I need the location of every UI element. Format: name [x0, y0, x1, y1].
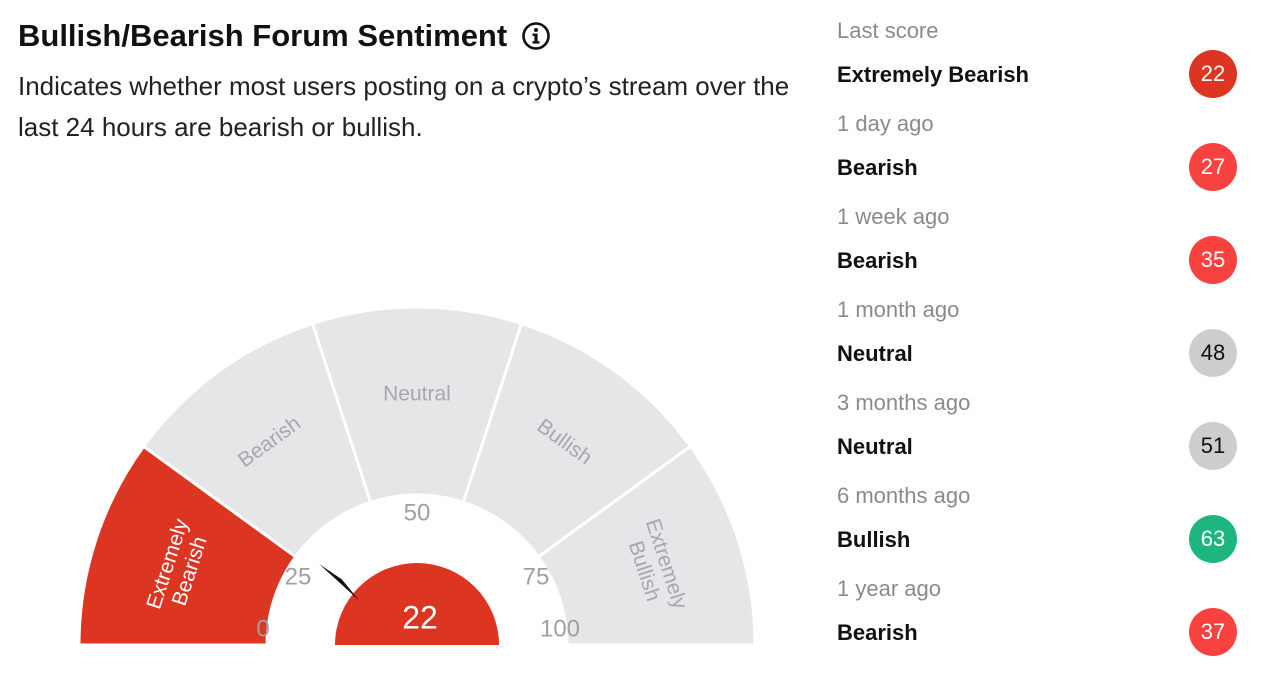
- history-period: 1 week ago: [837, 204, 950, 229]
- gauge-tick-label: 0: [256, 615, 269, 642]
- gauge-zone-extremely-bullish: [536, 444, 757, 647]
- history-period: 1 day ago: [837, 111, 934, 136]
- history-period: 6 months ago: [837, 483, 971, 508]
- gauge-score-dial: [335, 563, 499, 645]
- page-subtitle: Indicates whether most users posting on …: [18, 71, 790, 142]
- history-sentiment-label: Bearish: [837, 248, 918, 273]
- history-score-badge: 35: [1189, 236, 1237, 284]
- gauge-tick-label: 75: [523, 563, 550, 590]
- history-period: Last score: [837, 18, 939, 43]
- history-score-badge: 37: [1189, 608, 1237, 656]
- gauge-tick-label: 50: [404, 499, 431, 526]
- gauge-tick-label: 25: [285, 563, 312, 590]
- gauge-zone-label: Neutral: [383, 383, 451, 406]
- history-period: 1 year ago: [837, 576, 941, 601]
- history-score-badge: 63: [1189, 515, 1237, 563]
- history-sentiment-label: Neutral: [837, 341, 913, 366]
- gauge-needle-pointer: [319, 564, 360, 601]
- info-icon[interactable]: [521, 21, 551, 51]
- title-text: Bullish/Bearish Forum Sentiment: [18, 18, 508, 53]
- history-score-badge: 51: [1189, 422, 1237, 470]
- page-title: Bullish/Bearish Forum Sentiment: [18, 18, 551, 54]
- history-sentiment-label: Extremely Bearish: [837, 62, 1029, 87]
- gauge-score-value: 22: [402, 599, 438, 635]
- history-sentiment-label: Bearish: [837, 155, 918, 180]
- history-sentiment-label: Bullish: [837, 527, 911, 552]
- history-score-badge: 27: [1189, 143, 1237, 191]
- gauge-tick-label: 100: [540, 615, 580, 642]
- sentiment-gauge: ExtremelyBearishBearishNeutralBullishExt…: [77, 305, 757, 647]
- history-score-badge: 22: [1189, 50, 1237, 98]
- history-period: 1 month ago: [837, 297, 960, 322]
- history-sentiment-label: Neutral: [837, 434, 913, 459]
- history-sentiment-label: Bearish: [837, 620, 918, 645]
- score-history: Last score Extremely Bearish 22 1 day ago Be…: [837, 0, 1247, 688]
- history-score-badge: 48: [1189, 329, 1237, 377]
- history-period: 3 months ago: [837, 390, 971, 415]
